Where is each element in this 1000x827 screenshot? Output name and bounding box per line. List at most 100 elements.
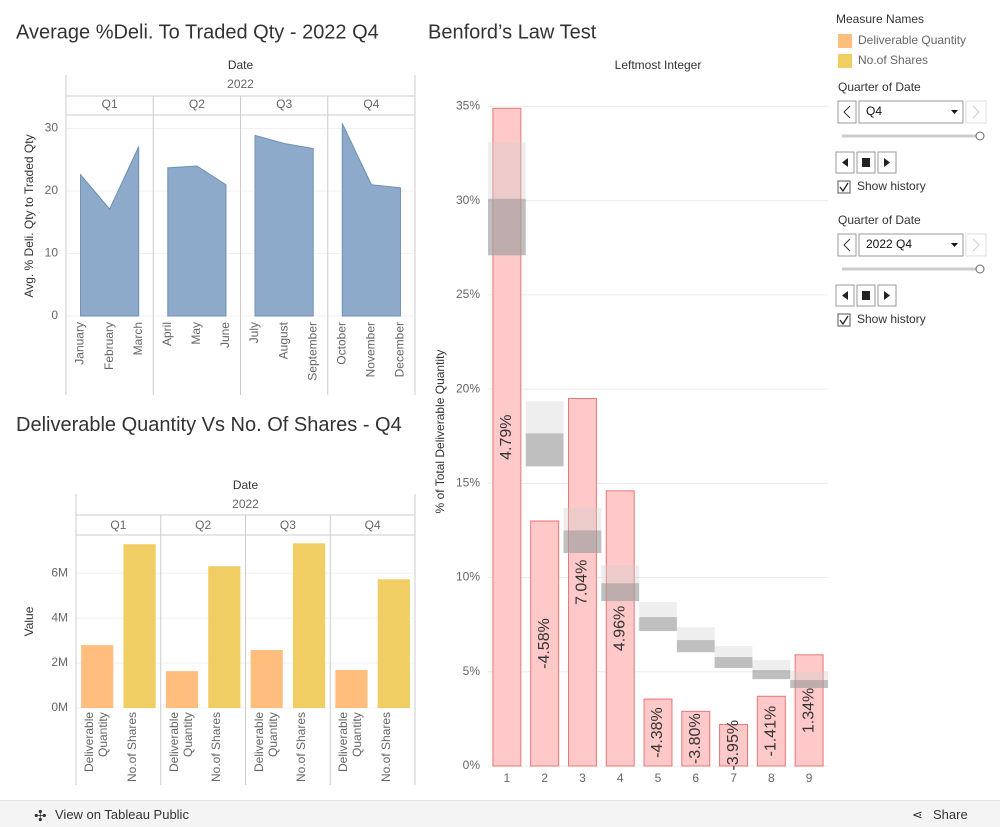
panel-label: Q3: [280, 518, 296, 532]
dropdown[interactable]: [858, 233, 964, 257]
icon: [842, 291, 848, 300]
bar: [681, 710, 711, 767]
x-tick-label: February: [102, 322, 116, 370]
dropdown-value: 2022 Q4: [866, 237, 912, 251]
prev-button[interactable]: [837, 233, 857, 257]
y-tick-label: 0%: [463, 758, 481, 772]
bar: [208, 566, 241, 708]
filter-title: Quarter of Date: [838, 213, 921, 227]
bar-label: 1.34%: [800, 688, 817, 733]
icon: [972, 238, 980, 252]
icon: [862, 158, 870, 167]
slider-handle[interactable]: [975, 264, 985, 274]
x-tick-label: July: [247, 322, 261, 343]
bar: [123, 544, 156, 708]
x-tick-label: September: [305, 322, 319, 381]
area: [341, 123, 401, 317]
icon: [951, 243, 958, 247]
year-label: 2022: [232, 497, 259, 511]
x-tick-label: April: [160, 322, 174, 346]
checkbox-label: Show history: [857, 179, 926, 193]
bar-label: -1.41%: [763, 706, 780, 757]
icon: [843, 105, 851, 119]
panel-label: Q2: [189, 97, 205, 111]
icon: [884, 291, 890, 300]
bar: [335, 670, 368, 708]
y-tick-label: 25%: [456, 287, 480, 301]
bar-label: -4.58%: [536, 618, 553, 669]
y-tick-label: 2M: [51, 655, 68, 669]
y-tick-label: 6M: [51, 565, 68, 579]
bar-label: -4.38%: [649, 707, 666, 758]
bar: [794, 654, 824, 767]
x-tick-label: Deliverable Quantity: [251, 712, 280, 773]
dropdown-value: Q4: [866, 104, 882, 118]
y-tick-label: 4M: [51, 610, 68, 624]
icon: [972, 105, 980, 119]
chart-title: Deliverable Quantity Vs No. Of Shares - …: [16, 414, 402, 436]
bar: [530, 520, 560, 767]
icon: [839, 315, 849, 326]
x-tick-label: No.of Shares: [124, 712, 139, 783]
bar: [719, 724, 749, 767]
panel-label: Q2: [195, 518, 211, 532]
x-tick-label: November: [364, 322, 378, 377]
year-label: 2022: [227, 77, 254, 91]
y-axis-title: % of Total Deliverable Quantity: [433, 350, 447, 514]
bar: [292, 543, 326, 708]
reference-band-inner: [752, 670, 791, 680]
share-button[interactable]: Share: [933, 807, 968, 822]
reference-band-inner: [563, 530, 602, 554]
x-tick-label: No.of Shares: [209, 712, 224, 783]
panel-label: Q4: [365, 518, 381, 532]
x-tick-label: 7: [730, 771, 737, 785]
icon: [884, 158, 890, 167]
y-tick-label: 5%: [463, 664, 481, 678]
panel-label: Q1: [110, 518, 126, 532]
y-tick-label: 20%: [456, 381, 480, 395]
y-tick-label: 15%: [456, 475, 480, 489]
legend-label: Deliverable Quantity: [858, 33, 966, 47]
panel-label: Q4: [363, 97, 379, 111]
x-tick-label: 1: [504, 771, 511, 785]
next-button[interactable]: [965, 100, 987, 124]
reference-band-inner: [790, 680, 828, 688]
bar: [165, 671, 199, 708]
view-link[interactable]: View on Tableau Public: [55, 807, 189, 822]
checkbox-label: Show history: [857, 312, 926, 326]
bar-label: -3.80%: [687, 713, 704, 764]
checkbox[interactable]: [837, 180, 851, 194]
area: [254, 134, 314, 317]
next-button[interactable]: [965, 233, 987, 257]
checkbox[interactable]: [837, 313, 851, 327]
prev-button[interactable]: [837, 100, 857, 124]
bar: [377, 579, 410, 708]
x-header: Date: [233, 478, 259, 492]
bar-label: 4.96%: [611, 606, 628, 651]
bar-label: -3.95%: [725, 720, 742, 771]
x-tick-label: 9: [806, 771, 813, 785]
reference-band-inner: [601, 583, 640, 602]
chart-title: Average %Deli. To Traded Qty - 2022 Q4: [16, 21, 379, 43]
y-axis-title: Avg. % Deli. Qty to Traded Qty: [22, 134, 36, 297]
x-tick-label: Deliverable Quantity: [166, 712, 195, 773]
icon: ⋖: [912, 807, 923, 822]
area: [167, 165, 227, 317]
y-tick-label: 10%: [456, 570, 480, 584]
x-tick-label: 3: [579, 771, 586, 785]
reference-band-inner: [525, 433, 564, 467]
bar: [605, 490, 635, 767]
y-tick-label: 20: [45, 183, 59, 197]
icon: [842, 158, 848, 167]
slider-handle[interactable]: [975, 131, 985, 141]
x-tick-label: 4: [617, 771, 624, 785]
dropdown[interactable]: [858, 100, 964, 124]
x-header: Date: [228, 58, 254, 72]
x-tick-label: No.of Shares: [294, 712, 309, 783]
x-tick-label: Deliverable Quantity: [82, 712, 111, 773]
icon: ✣: [34, 808, 47, 825]
area: [80, 146, 140, 317]
reference-band-inner: [676, 640, 715, 653]
icon: [843, 238, 851, 252]
icon: [839, 182, 849, 193]
